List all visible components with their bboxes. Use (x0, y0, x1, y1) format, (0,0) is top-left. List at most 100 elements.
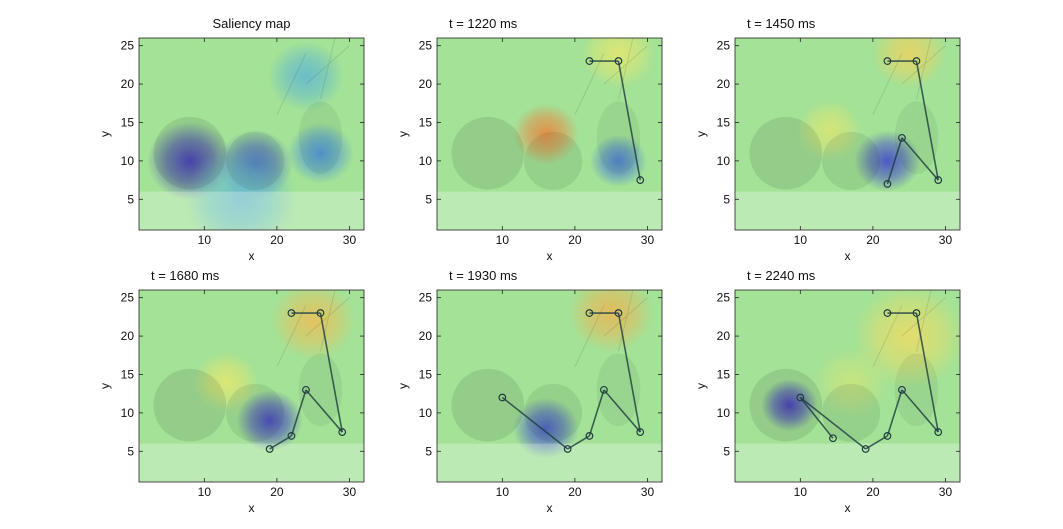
axes-frame (138, 289, 365, 483)
plot-area (139, 290, 364, 482)
x-tick-label: 20 (270, 233, 284, 247)
x-axis-label: x (249, 501, 255, 515)
scanpath-segment (617, 60, 642, 181)
fixation-point (338, 428, 347, 436)
y-tick-label: 15 (121, 115, 135, 129)
scene-tree (153, 116, 227, 190)
fixation-point (585, 57, 594, 65)
scene-ground (735, 191, 960, 230)
y-tick-label: 15 (717, 115, 731, 129)
scanpath-segment (567, 435, 590, 450)
saliency-blob (813, 347, 889, 417)
scanpath-segment (886, 389, 903, 437)
y-tick-label: 10 (121, 154, 135, 168)
y-tick-label: 15 (121, 367, 135, 381)
scene-ground (139, 443, 364, 482)
fixation-point (912, 309, 921, 317)
y-tick-label: 20 (717, 77, 731, 91)
y-tick-label: 25 (717, 291, 731, 305)
saliency-blob (512, 397, 579, 459)
fixation-point (861, 445, 870, 453)
saliency-blob (796, 99, 863, 161)
scene-tree (524, 131, 583, 190)
scene-tree (822, 383, 881, 442)
subplot-title: t = 1450 ms (747, 16, 816, 31)
scanpath-segment (915, 312, 940, 433)
saliency-blob (761, 379, 818, 432)
x-axis-label: x (547, 249, 553, 263)
scene-ground (437, 443, 662, 482)
y-tick-label: 5 (425, 444, 432, 458)
saliency-blob (287, 122, 354, 184)
x-tick-label: 20 (866, 233, 880, 247)
y-tick-label: 25 (121, 39, 135, 53)
saliency-blob (871, 38, 947, 89)
scene-ground (735, 443, 960, 482)
saliency-blob (193, 351, 260, 413)
x-tick-label: 30 (641, 485, 655, 499)
scanpath-segment (305, 389, 343, 433)
y-tick-label: 20 (121, 77, 135, 91)
fixation-point (898, 133, 906, 142)
fixation-point (585, 432, 594, 440)
x-tick-label: 30 (939, 485, 953, 499)
y-tick-label: 10 (419, 154, 433, 168)
y-tick-label: 25 (419, 39, 433, 53)
y-tick-label: 15 (419, 367, 433, 381)
fixation-point (883, 57, 892, 65)
scene-tree (596, 101, 641, 175)
x-tick-label: 10 (794, 233, 808, 247)
subplot-2: 10 20 30 5 10 15 20 25 t = 1220 ms x y (396, 16, 663, 263)
fixation-point (614, 309, 623, 317)
fixation-point (883, 180, 892, 188)
subplot-5: 10 20 30 5 10 15 20 25 t = 1930 ms x y (396, 268, 663, 515)
scanpath-segment (799, 396, 867, 450)
y-axis-label: y (98, 383, 112, 389)
x-tick-label: 10 (198, 233, 212, 247)
fixation-point (287, 432, 296, 440)
x-axis-label: x (249, 249, 255, 263)
x-tick-label: 20 (568, 233, 582, 247)
scanpath-segment (319, 312, 344, 433)
fixation-point (912, 57, 921, 65)
x-tick-label: 10 (794, 485, 808, 499)
scene-tree (749, 116, 823, 190)
scene-branches (872, 290, 946, 368)
y-tick-label: 25 (121, 291, 135, 305)
scene-tree (451, 368, 525, 442)
subplot-title: t = 2240 ms (747, 268, 816, 283)
saliency-blob (184, 147, 298, 230)
subplot-4: 10 20 30 5 10 15 20 25 t = 1680 ms x y (98, 268, 365, 515)
saliency-blob (512, 103, 579, 165)
scene-branches (574, 38, 648, 116)
scanpath-segment (915, 60, 940, 181)
plot-area (735, 290, 960, 482)
scanpath-segment (269, 435, 292, 450)
subplot-title: Saliency map (212, 16, 290, 31)
plot-area (437, 38, 662, 230)
scene-tree (226, 131, 285, 190)
scanpath-segment (865, 435, 888, 450)
saliency-blob (568, 290, 654, 353)
y-tick-label: 25 (419, 291, 433, 305)
y-tick-label: 10 (121, 406, 135, 420)
fixation-point (898, 385, 906, 394)
fixation-point (636, 176, 645, 184)
scanpath-segment (617, 312, 642, 433)
scene-branches (276, 290, 350, 368)
plot-area (437, 290, 662, 482)
x-axis-label: x (845, 501, 851, 515)
scanpath-segment (501, 396, 569, 450)
y-tick-label: 10 (717, 406, 731, 420)
y-tick-label: 5 (723, 192, 730, 206)
axes-frame (436, 289, 663, 483)
saliency-blob (236, 390, 303, 452)
x-tick-label: 30 (343, 485, 357, 499)
x-tick-label: 20 (568, 485, 582, 499)
fixation-point (302, 385, 310, 394)
x-tick-label: 20 (866, 485, 880, 499)
scanpath-segment (901, 389, 939, 433)
plot-area (139, 38, 364, 230)
scene-branches (276, 38, 350, 116)
fixation-point (287, 309, 296, 317)
